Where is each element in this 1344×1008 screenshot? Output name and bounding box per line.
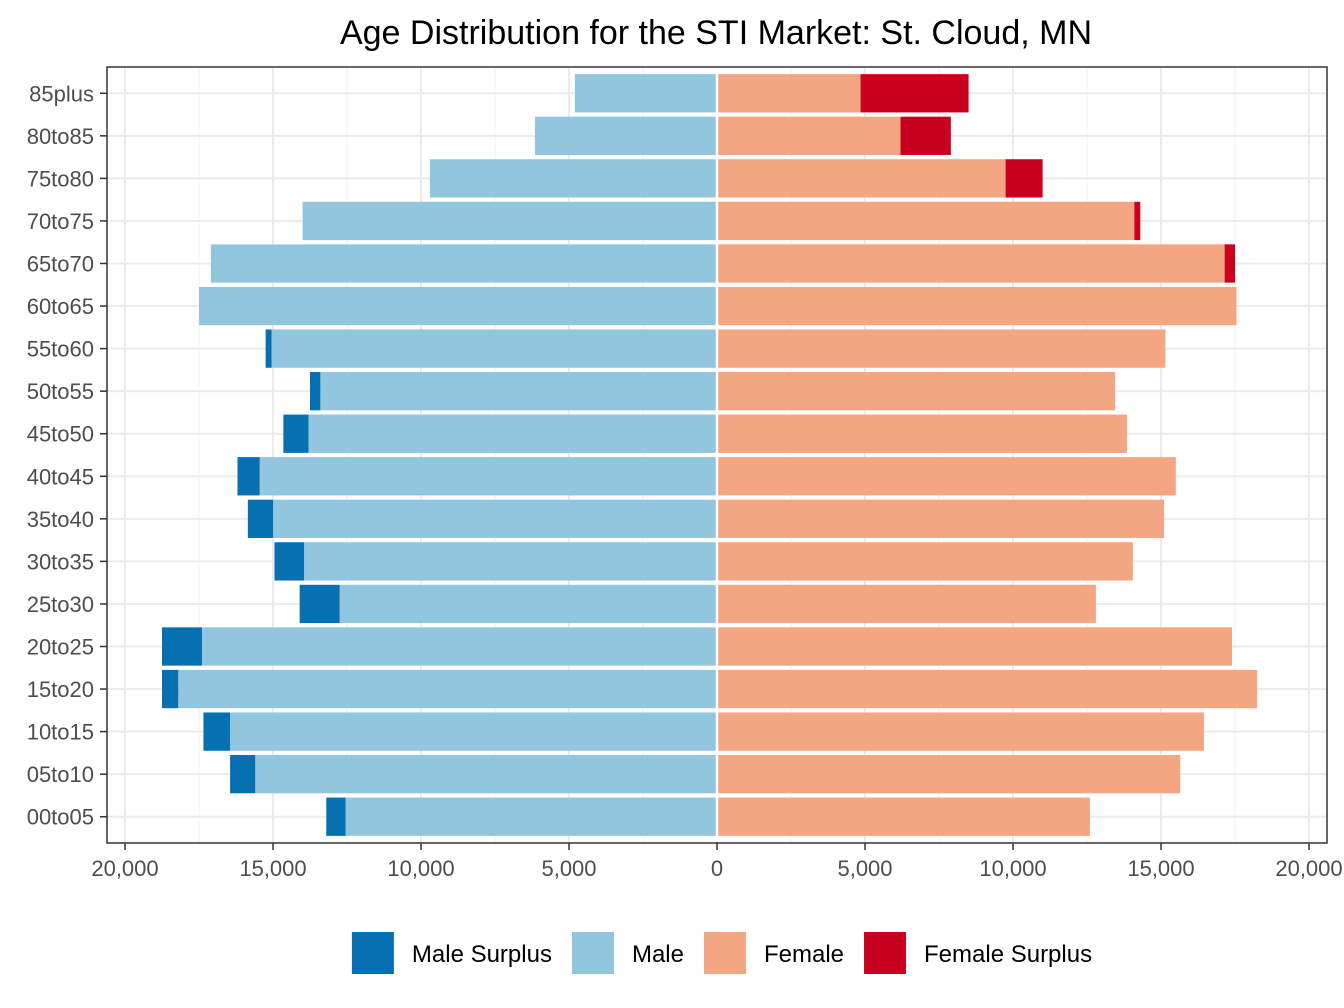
x-tick-label: 20,000 xyxy=(1275,856,1342,881)
chart-title: Age Distribution for the STI Market: St.… xyxy=(340,14,1092,52)
male-bar-10to15 xyxy=(230,712,717,751)
x-tick-label: 5,000 xyxy=(541,856,596,881)
x-tick-label: 20,000 xyxy=(91,856,158,881)
male-bar-50to55 xyxy=(320,372,717,411)
legend-swatch xyxy=(351,932,394,974)
female-bar-40to45 xyxy=(717,457,1176,496)
y-tick-label: 25to30 xyxy=(27,592,94,617)
legend: Male Surplus Male Female Female Surplus xyxy=(351,932,1092,974)
male-bar-65to70 xyxy=(210,244,717,283)
legend-swatch xyxy=(571,932,614,974)
female-bar-80to85 xyxy=(717,116,901,155)
x-axis: 20,000 15,000 10,000 5,000 0 5,000 10,000 15,00… xyxy=(91,843,1343,881)
male-surplus-bar-25to30 xyxy=(299,584,340,624)
legend-item: Female xyxy=(703,932,844,974)
male-surplus-bar-20to25 xyxy=(162,627,202,666)
y-tick-label: 20to25 xyxy=(27,635,94,660)
male-bar-20to25 xyxy=(201,627,717,666)
y-tick-label: 40to45 xyxy=(27,464,94,489)
legend-item: Male xyxy=(571,932,684,974)
female-bar-60to65 xyxy=(717,286,1237,326)
y-axis: 00to05 05to10 10to15 15to20 20to25 25to30 30to… xyxy=(27,81,107,830)
female-bar-75to80 xyxy=(717,159,1006,198)
y-tick-label: 05to10 xyxy=(27,762,94,787)
male-bar-70to75 xyxy=(302,201,717,241)
male-bar-45to50 xyxy=(308,414,717,453)
female-bar-45to50 xyxy=(717,414,1127,453)
x-tick-label: 10,000 xyxy=(979,856,1046,881)
y-tick-label: 80to85 xyxy=(27,124,94,149)
legend-item: Male Surplus xyxy=(351,932,552,974)
female-bar-70to75 xyxy=(717,201,1135,241)
female-surplus-bar-65to70 xyxy=(1224,244,1235,283)
male-surplus-bar-45to50 xyxy=(283,414,309,453)
male-surplus-bar-05to10 xyxy=(230,755,256,794)
female-surplus-bar-80to85 xyxy=(900,116,951,155)
male-bar-15to20 xyxy=(178,669,717,709)
male-bar-60to65 xyxy=(199,286,717,326)
male-surplus-bar-00to05 xyxy=(326,797,346,836)
y-tick-label: 65to70 xyxy=(27,252,94,277)
male-bar-40to45 xyxy=(259,457,717,496)
y-tick-label: 55to60 xyxy=(27,337,94,362)
legend-item: Female Surplus xyxy=(864,932,1092,974)
female-bar-20to25 xyxy=(717,627,1233,666)
male-bar-80to85 xyxy=(534,116,717,155)
y-tick-label: 75to80 xyxy=(27,166,94,191)
female-bar-50to55 xyxy=(717,372,1116,411)
y-tick-label: 10to15 xyxy=(27,720,94,745)
female-surplus-bar-75to80 xyxy=(1005,159,1043,198)
legend-label: Female Surplus xyxy=(924,941,1092,968)
male-bar-05to10 xyxy=(255,755,718,794)
female-surplus-bar-85plus xyxy=(860,74,969,113)
male-surplus-bar-35to40 xyxy=(247,499,273,538)
x-tick-label: 5,000 xyxy=(837,856,892,881)
y-tick-label: 60to65 xyxy=(27,294,94,319)
y-tick-label: 85plus xyxy=(29,81,94,106)
male-surplus-bar-30to35 xyxy=(274,542,305,581)
y-tick-label: 00to05 xyxy=(27,805,94,830)
y-tick-label: 35to40 xyxy=(27,507,94,532)
male-bar-30to35 xyxy=(304,542,717,581)
legend-swatch xyxy=(703,932,746,974)
female-bar-55to60 xyxy=(717,329,1166,368)
y-tick-label: 50to55 xyxy=(27,379,94,404)
female-surplus-bar-70to75 xyxy=(1134,201,1141,241)
x-tick-label: 10,000 xyxy=(387,856,454,881)
female-bar-35to40 xyxy=(717,499,1164,538)
female-bar-00to05 xyxy=(717,797,1090,836)
legend-label: Female xyxy=(764,941,844,968)
male-surplus-bar-40to45 xyxy=(237,457,260,496)
y-tick-label: 70to75 xyxy=(27,209,94,234)
male-surplus-bar-55to60 xyxy=(265,329,272,368)
male-bar-55to60 xyxy=(271,329,717,368)
female-bar-15to20 xyxy=(717,669,1258,709)
male-bar-85plus xyxy=(574,74,717,113)
male-bar-00to05 xyxy=(345,797,717,836)
legend-swatch xyxy=(864,932,907,974)
female-bar-10to15 xyxy=(717,712,1204,751)
male-bar-75to80 xyxy=(429,159,717,198)
y-tick-label: 45to50 xyxy=(27,422,94,447)
female-bar-25to30 xyxy=(717,584,1096,624)
y-tick-label: 15to20 xyxy=(27,677,94,702)
male-bar-25to30 xyxy=(339,584,717,624)
x-tick-label: 15,000 xyxy=(1127,856,1194,881)
male-surplus-bar-50to55 xyxy=(310,372,321,411)
legend-label: Male xyxy=(632,941,684,968)
male-surplus-bar-15to20 xyxy=(162,669,179,709)
female-bar-65to70 xyxy=(717,244,1225,283)
male-surplus-bar-10to15 xyxy=(203,712,231,751)
x-tick-label: 0 xyxy=(711,856,723,881)
female-bar-85plus xyxy=(717,74,861,113)
bars xyxy=(162,68,1258,842)
male-bar-35to40 xyxy=(273,499,717,538)
legend-label: Male Surplus xyxy=(412,941,552,968)
female-bar-05to10 xyxy=(717,755,1181,794)
female-bar-30to35 xyxy=(717,542,1133,581)
y-tick-label: 30to35 xyxy=(27,549,94,574)
x-tick-label: 15,000 xyxy=(239,856,306,881)
